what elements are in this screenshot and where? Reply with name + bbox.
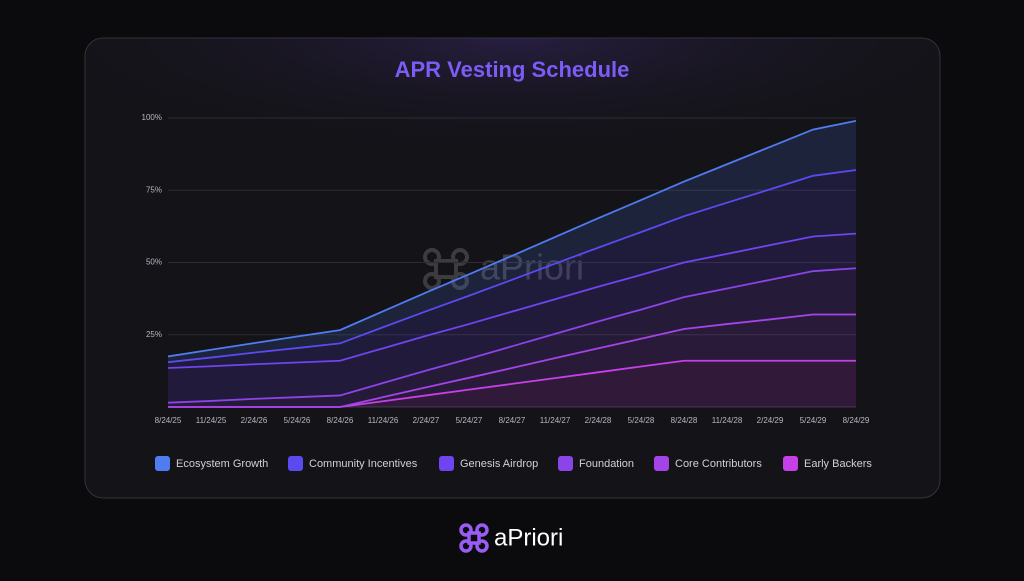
area (168, 233, 856, 403)
x-tick-label: 5/24/27 (456, 416, 483, 425)
line (167, 169, 857, 364)
x-tick-label: 2/24/26 (241, 416, 268, 425)
legend-swatch (439, 456, 454, 471)
x-tick-label: 8/24/26 (327, 416, 354, 425)
line (168, 313, 856, 408)
legend-swatch (558, 456, 573, 471)
y-tick-label: 100% (142, 113, 162, 122)
line (167, 232, 857, 369)
card-glow (85, 38, 940, 238)
y-tick-label: 50% (146, 258, 162, 267)
footer-brand: aPriori (494, 524, 563, 551)
x-tick-label: 8/24/28 (671, 416, 698, 425)
area (168, 314, 856, 407)
x-tick-label: 8/24/27 (499, 416, 526, 425)
footer-logo: aPriori (459, 523, 563, 553)
y-tick-label: 25% (146, 330, 162, 339)
legend-swatch (155, 456, 170, 471)
legend-swatch (654, 456, 669, 471)
x-tick-label: 5/24/29 (800, 416, 827, 425)
area (168, 170, 856, 368)
x-tick-label: 8/24/25 (155, 416, 182, 425)
area (168, 268, 856, 407)
line (167, 267, 857, 404)
x-tick-label: 11/24/27 (540, 416, 571, 425)
x-tick-label: 2/24/29 (757, 416, 784, 425)
x-tick-label: 5/24/26 (284, 416, 311, 425)
x-tick-label: 11/24/26 (368, 416, 399, 425)
chart-title: APR Vesting Schedule (395, 57, 630, 82)
x-tick-label: 8/24/29 (843, 416, 870, 425)
x-tick-label: 11/24/25 (196, 416, 227, 425)
legend-label: Community Incentives (309, 458, 418, 470)
x-tick-label: 2/24/28 (585, 416, 612, 425)
watermark: aPriori (423, 247, 584, 290)
legend-label: Core Contributors (675, 458, 762, 470)
watermark-text: aPriori (480, 247, 584, 288)
legend-label: Genesis Airdrop (460, 458, 538, 470)
legend-label: Early Backers (804, 458, 872, 470)
x-tick-label: 5/24/28 (628, 416, 655, 425)
x-tick-label: 2/24/27 (413, 416, 440, 425)
legend-swatch (288, 456, 303, 471)
line (167, 120, 857, 358)
x-tick-label: 11/24/28 (712, 416, 743, 425)
y-tick-label: 75% (146, 185, 162, 194)
area (168, 120, 856, 363)
legend-swatch (783, 456, 798, 471)
legend-label: Foundation (579, 458, 634, 470)
legend-label: Ecosystem Growth (176, 458, 268, 470)
